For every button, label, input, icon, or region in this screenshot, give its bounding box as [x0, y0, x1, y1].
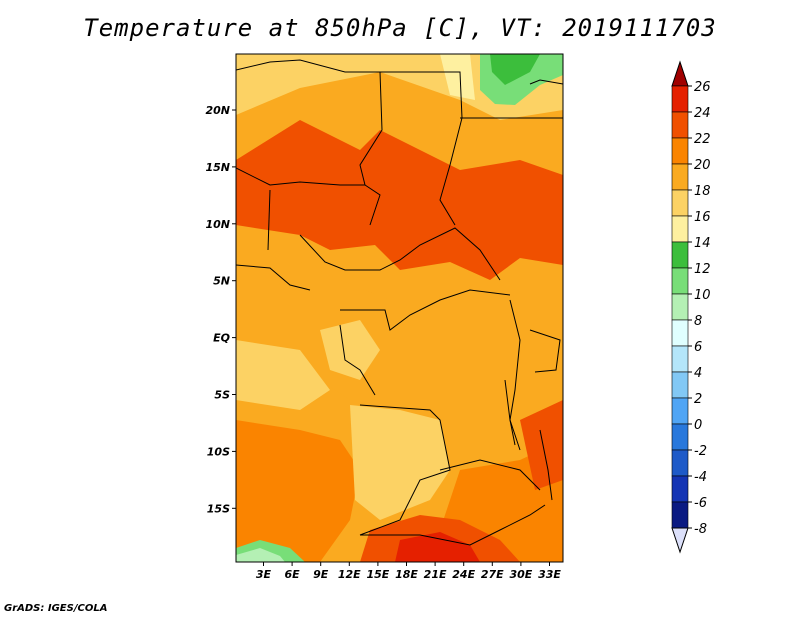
lat-tick-label: 5S	[214, 389, 230, 402]
lon-tick-label: 15E	[366, 568, 389, 581]
lat-tick-label: 5N	[213, 275, 230, 288]
lat-tick-label: 20N	[205, 104, 230, 117]
colorbar-label: 24	[694, 106, 711, 121]
border-coast	[236, 264, 311, 291]
field-n-light	[440, 54, 475, 100]
lat-tick-label: 10N	[205, 218, 230, 231]
field-coast-pale	[236, 340, 330, 410]
lon-tick-label: 9E	[313, 568, 329, 581]
lat-tick-label: 15N	[205, 161, 230, 174]
colorbar-label: 12	[694, 262, 711, 277]
colorbar-segment	[671, 215, 689, 243]
colorbar-segment	[671, 293, 689, 321]
colorbar-segment	[671, 371, 689, 399]
colorbar-segment	[671, 267, 689, 295]
lon-tick-label: 3E	[256, 568, 272, 581]
border-angola	[359, 404, 451, 536]
field-sw-orange	[236, 420, 360, 562]
border-congo-north	[340, 289, 511, 331]
colorbar-label: -8	[694, 522, 707, 537]
colorbar-label: 2	[694, 392, 702, 407]
colorbar-label: 22	[694, 132, 711, 147]
lat-tick-label: 15S	[207, 502, 230, 515]
colorbar-segment	[671, 111, 689, 139]
field-gabon-pale	[320, 320, 380, 380]
colorbar-top-arrow	[671, 60, 689, 87]
colorbar-segment	[671, 137, 689, 165]
colorbar-label: 6	[694, 340, 702, 355]
map-frame	[235, 53, 564, 563]
colorbar-label: 14	[694, 236, 711, 251]
border-lake-tanganyika	[504, 379, 516, 446]
lon-tick-label: 12E	[338, 568, 361, 581]
colorbar-label: 10	[694, 288, 711, 303]
colorbar-label: 0	[694, 418, 702, 433]
colorbar-label: 20	[694, 158, 711, 173]
border-libya-sudan	[380, 71, 463, 226]
colorbar-bottom-arrow	[671, 527, 689, 554]
colorbar-segment	[671, 163, 689, 191]
colorbar-segment	[671, 319, 689, 347]
colorbar-segment	[671, 475, 689, 503]
colorbar-segment	[671, 501, 689, 529]
colorbar-label: -2	[694, 444, 707, 459]
field-south-hotter	[395, 532, 480, 562]
latitude-axis: 20N 15N 10N 5N EQ 5S 10S 15S	[205, 104, 236, 515]
lon-tick-label: 33E	[538, 568, 561, 581]
border-nigeria-niger	[236, 167, 365, 186]
border-nile-delta	[529, 79, 563, 85]
field-angola-pale	[350, 405, 450, 520]
country-borders	[236, 59, 563, 546]
border-drc-east	[509, 299, 521, 451]
field-sw-green-light	[236, 548, 285, 562]
colorbar-label: 18	[694, 184, 711, 199]
grads-credit: GrADS: IGES/COLA	[4, 603, 108, 614]
colorbar-segment	[671, 85, 689, 113]
lon-tick-label: 27E	[481, 568, 504, 581]
colorbar-label: -4	[694, 470, 707, 485]
field-ne-green-dark	[490, 54, 540, 85]
border-namibia	[360, 504, 546, 546]
colorbar-segment	[671, 397, 689, 425]
border-car	[299, 227, 501, 281]
border-zambia	[439, 459, 541, 491]
longitude-axis: 3E 6E 9E 12E 15E 18E 21E 24E 27E 30E 33E	[256, 562, 561, 581]
lon-tick-label: 30E	[509, 568, 532, 581]
colorbar-segment	[671, 423, 689, 451]
field-nw-pale	[236, 54, 330, 80]
colorbar-label: 8	[694, 314, 702, 329]
colorbar-segment	[671, 345, 689, 373]
field-sahel-west	[236, 130, 360, 200]
border-lake-victoria	[529, 329, 561, 373]
colorbar-segment	[671, 449, 689, 477]
lon-tick-label: 24E	[452, 568, 475, 581]
lat-tick-label: EQ	[213, 332, 230, 345]
border-lake-malawi	[539, 429, 553, 501]
border-niger-chad	[236, 59, 383, 226]
lon-tick-label: 21E	[424, 568, 447, 581]
colorbar-label: 4	[694, 366, 702, 381]
border-benin-nigeria	[267, 189, 271, 251]
map-title: Temperature at 850hPa [C], VT: 201911170…	[83, 14, 717, 42]
temperature-field	[236, 54, 563, 562]
colorbar-label: 26	[694, 80, 711, 95]
lat-tick-label: 10S	[207, 445, 230, 458]
field-east-hot	[520, 400, 563, 490]
lon-tick-label: 6E	[285, 568, 301, 581]
colorbar-segment	[671, 241, 689, 269]
colorbar-label: -6	[694, 496, 707, 511]
border-gabon	[339, 324, 376, 396]
colorbar-segment	[671, 189, 689, 217]
colorbar-label: 16	[694, 210, 711, 225]
lon-tick-label: 18E	[395, 568, 418, 581]
